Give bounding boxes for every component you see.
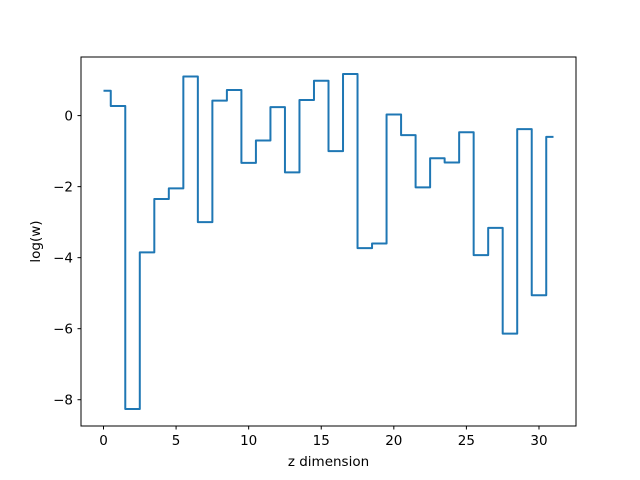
y-tick-label: −2: [53, 179, 73, 195]
y-tick-label: 0: [64, 108, 73, 124]
data-series: [103, 73, 554, 410]
y-axis-label: log(w): [28, 220, 44, 262]
x-axis-label: z dimension: [288, 454, 369, 470]
plot-frame: [80, 56, 577, 427]
x-tick-label: 5: [172, 433, 181, 449]
y-axis-ticks: 0 −2 −4 −6 −8: [53, 108, 81, 409]
x-axis-ticks: 0 5 10 15 20 25 30: [99, 426, 548, 449]
y-tick-label: −8: [53, 393, 73, 409]
x-tick-label: 20: [385, 433, 402, 449]
x-tick-label: 25: [458, 433, 475, 449]
y-tick-label: −4: [53, 250, 73, 266]
y-tick-label: −6: [53, 321, 73, 337]
x-tick-label: 15: [313, 433, 330, 449]
x-tick-label: 10: [240, 433, 257, 449]
x-tick-label: 0: [99, 433, 108, 449]
x-tick-label: 30: [530, 433, 547, 449]
step-line: [103, 73, 554, 410]
